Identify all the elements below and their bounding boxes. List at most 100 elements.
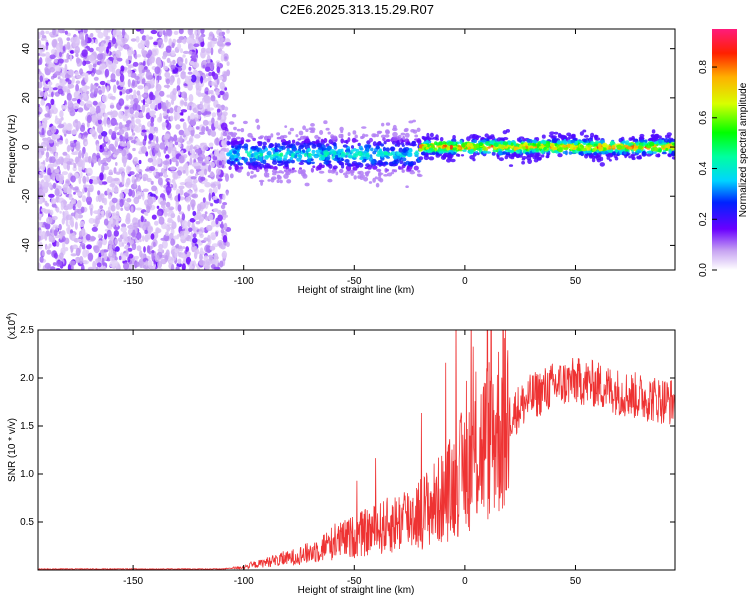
heatmap-cell — [65, 214, 73, 221]
heatmap-cell — [393, 137, 398, 142]
heatmap-cell — [69, 54, 73, 62]
heatmap-cell — [326, 145, 332, 151]
heatmap-cell — [73, 50, 80, 54]
heatmap-cell — [119, 79, 125, 88]
heatmap-cell — [100, 266, 104, 270]
heatmap-cell — [143, 66, 148, 70]
heatmap-cell — [140, 145, 147, 154]
heatmap-cell — [119, 91, 123, 96]
heatmap-cell — [154, 95, 162, 104]
heatmap-cell — [107, 194, 112, 200]
heatmap-cell — [186, 190, 194, 194]
heatmap-cell — [636, 150, 641, 154]
heatmap-cell — [54, 71, 61, 76]
heatmap-cell — [145, 53, 151, 59]
x-tick-label: -150 — [123, 576, 143, 587]
heatmap-cell — [159, 30, 163, 36]
heatmap-cell — [284, 141, 289, 146]
heatmap-cell — [668, 148, 672, 154]
x-tick-label: -150 — [123, 276, 143, 287]
heatmap-cell — [67, 69, 75, 76]
heatmap-cell — [236, 128, 241, 132]
heatmap-cell — [130, 100, 135, 105]
heatmap-cell — [191, 51, 197, 59]
heatmap-cell — [508, 164, 514, 167]
heatmap-cell — [274, 155, 279, 159]
heatmap-cell — [225, 241, 230, 247]
heatmap-cell — [44, 116, 50, 121]
heatmap-cell — [382, 146, 386, 152]
heatmap-cell — [615, 149, 619, 153]
heatmap-cell — [382, 162, 386, 167]
heatmap-cell — [175, 124, 181, 130]
heatmap-cell — [172, 38, 177, 44]
heatmap-cell — [150, 233, 155, 240]
heatmap-cell — [385, 139, 391, 142]
heatmap-cell — [289, 150, 294, 154]
heatmap-cell — [317, 136, 321, 140]
heatmap-cell — [192, 233, 197, 239]
heatmap-cell — [489, 141, 495, 145]
heatmap-cell — [81, 264, 85, 270]
heatmap-cell — [218, 160, 222, 166]
heatmap-cell — [408, 149, 413, 153]
heatmap-cell — [191, 183, 198, 190]
heatmap-cell — [89, 203, 94, 211]
heatmap-cell — [50, 109, 54, 114]
heatmap-cell — [130, 205, 134, 213]
heatmap-cell — [340, 153, 346, 158]
heatmap-cell — [65, 138, 69, 145]
heatmap-cell — [294, 150, 301, 154]
heatmap-cell — [180, 235, 186, 240]
heatmap-cell — [347, 164, 353, 167]
heatmap-cell — [333, 142, 337, 147]
heatmap-cell — [222, 193, 226, 201]
heatmap-cell — [192, 237, 198, 244]
heatmap-cell — [409, 170, 416, 175]
heatmap-cell — [75, 256, 81, 264]
heatmap-cell — [226, 29, 230, 34]
heatmap-cell — [347, 132, 351, 137]
heatmap-cell — [153, 241, 156, 247]
heatmap-cell — [158, 90, 165, 97]
heatmap-cell — [128, 88, 133, 93]
heatmap-cell — [189, 157, 193, 166]
heatmap-cell — [258, 156, 263, 162]
heatmap-cell — [361, 159, 366, 163]
heatmap-cell — [161, 122, 168, 128]
heatmap-cell — [468, 142, 473, 147]
heatmap-cell — [115, 246, 120, 252]
heatmap-cell — [522, 137, 526, 142]
heatmap-cell — [45, 157, 49, 163]
y-tick-label: -20 — [21, 189, 32, 204]
heatmap-cell — [135, 172, 139, 181]
heatmap-cell — [192, 210, 197, 217]
heatmap-cell — [337, 148, 343, 153]
heatmap-cell — [135, 188, 142, 193]
heatmap-cell — [372, 165, 378, 170]
heatmap-cell — [165, 145, 169, 151]
heatmap-cell — [185, 246, 189, 252]
x-tick-label: 50 — [570, 276, 582, 287]
heatmap-cell — [199, 170, 205, 178]
heatmap-cell — [652, 146, 659, 152]
heatmap-cell — [51, 91, 54, 98]
heatmap-cell — [400, 132, 406, 136]
heatmap-cell — [81, 151, 85, 159]
heatmap-cell — [220, 131, 224, 139]
heatmap-cell — [252, 137, 256, 142]
heatmap-cell — [70, 253, 78, 257]
heatmap-cell — [320, 138, 324, 143]
heatmap-cell — [103, 197, 108, 206]
heatmap-cell — [144, 134, 147, 142]
heatmap-cell — [190, 144, 194, 150]
heatmap-cell — [156, 210, 162, 216]
heatmap-cell — [286, 150, 291, 155]
heatmap-cell — [276, 179, 280, 183]
heatmap-cell — [439, 148, 444, 152]
heatmap-cell — [170, 166, 176, 171]
heatmap-cell — [185, 167, 189, 176]
heatmap-cell — [86, 114, 92, 124]
heatmap-cell — [142, 223, 148, 232]
heatmap-cell — [249, 157, 253, 161]
